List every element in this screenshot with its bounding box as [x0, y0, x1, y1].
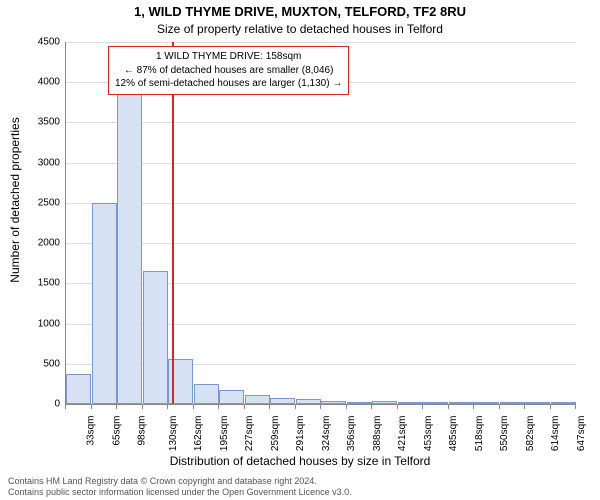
histogram-bar — [474, 402, 499, 404]
histogram-bar — [92, 203, 117, 404]
x-tick-label: 453sqm — [423, 416, 434, 452]
x-tick-mark — [346, 404, 347, 409]
x-tick-label: 485sqm — [448, 416, 459, 452]
gridline — [66, 243, 576, 244]
x-tick-label: 162sqm — [193, 416, 204, 452]
x-tick-mark — [397, 404, 398, 409]
reference-annotation: 1 WILD THYME DRIVE: 158sqm ← 87% of deta… — [108, 46, 349, 95]
gridline — [66, 203, 576, 204]
chart-title-description: Size of property relative to detached ho… — [0, 22, 600, 36]
x-tick-label: 227sqm — [244, 416, 255, 452]
x-tick-label: 324sqm — [321, 416, 332, 452]
x-tick-mark — [269, 404, 270, 409]
y-tick-label: 4000 — [20, 77, 60, 88]
x-axis-label: Distribution of detached houses by size … — [0, 454, 600, 468]
x-tick-label: 614sqm — [550, 416, 561, 452]
x-tick-label: 33sqm — [86, 416, 97, 446]
histogram-bar — [245, 395, 270, 404]
chart-container: 1, WILD THYME DRIVE, MUXTON, TELFORD, TF… — [0, 0, 600, 500]
gridline — [66, 163, 576, 164]
x-tick-mark — [295, 404, 296, 409]
x-tick-mark — [218, 404, 219, 409]
x-tick-label: 98sqm — [137, 416, 148, 446]
annotation-line-1: 1 WILD THYME DRIVE: 158sqm — [115, 50, 342, 64]
histogram-bar — [117, 94, 142, 404]
x-tick-mark — [371, 404, 372, 409]
chart-title-address: 1, WILD THYME DRIVE, MUXTON, TELFORD, TF… — [0, 4, 600, 19]
x-tick-label: 582sqm — [525, 416, 536, 452]
histogram-bar — [270, 398, 295, 404]
x-tick-label: 518sqm — [474, 416, 485, 452]
y-tick-label: 1500 — [20, 278, 60, 289]
x-tick-label: 65sqm — [111, 416, 122, 446]
histogram-bar — [525, 402, 550, 404]
histogram-bar — [321, 401, 346, 404]
histogram-bar — [423, 402, 448, 404]
y-tick-label: 3000 — [20, 157, 60, 168]
x-tick-mark — [499, 404, 500, 409]
x-tick-mark — [142, 404, 143, 409]
x-tick-mark — [116, 404, 117, 409]
footer-line-1: Contains HM Land Registry data © Crown c… — [8, 476, 352, 487]
annotation-line-3: 12% of semi-detached houses are larger (… — [115, 77, 342, 91]
x-tick-mark — [320, 404, 321, 409]
attribution-footer: Contains HM Land Registry data © Crown c… — [8, 476, 352, 499]
reference-line — [172, 42, 174, 404]
y-tick-label: 3500 — [20, 117, 60, 128]
histogram-bar — [194, 384, 219, 404]
x-tick-mark — [167, 404, 168, 409]
histogram-bar — [66, 374, 91, 404]
x-tick-label: 388sqm — [372, 416, 383, 452]
x-tick-label: 421sqm — [397, 416, 408, 452]
histogram-bar — [500, 402, 525, 404]
x-tick-label: 550sqm — [499, 416, 510, 452]
histogram-bar — [296, 399, 321, 404]
histogram-bar — [372, 401, 397, 404]
x-tick-mark — [193, 404, 194, 409]
x-tick-mark — [575, 404, 576, 409]
histogram-bar — [551, 402, 576, 404]
gridline — [66, 122, 576, 123]
x-tick-label: 259sqm — [270, 416, 281, 452]
x-tick-mark — [91, 404, 92, 409]
y-tick-label: 500 — [20, 358, 60, 369]
x-tick-label: 647sqm — [576, 416, 587, 452]
x-tick-label: 130sqm — [168, 416, 179, 452]
y-tick-label: 1000 — [20, 318, 60, 329]
x-tick-label: 195sqm — [219, 416, 230, 452]
x-tick-mark — [422, 404, 423, 409]
gridline — [66, 42, 576, 43]
y-tick-label: 4500 — [20, 37, 60, 48]
histogram-bar — [449, 402, 474, 404]
annotation-line-2: ← 87% of detached houses are smaller (8,… — [115, 64, 342, 78]
x-tick-label: 291sqm — [295, 416, 306, 452]
x-tick-mark — [550, 404, 551, 409]
footer-line-2: Contains public sector information licen… — [8, 487, 352, 498]
histogram-bar — [347, 402, 372, 404]
y-tick-label: 2000 — [20, 238, 60, 249]
x-tick-mark — [448, 404, 449, 409]
plot-area: 1 WILD THYME DRIVE: 158sqm ← 87% of deta… — [65, 42, 576, 405]
x-tick-mark — [244, 404, 245, 409]
x-tick-mark — [65, 404, 66, 409]
histogram-bar — [219, 390, 244, 404]
histogram-bar — [398, 402, 423, 404]
x-tick-mark — [473, 404, 474, 409]
x-tick-label: 356sqm — [346, 416, 357, 452]
x-tick-mark — [524, 404, 525, 409]
y-tick-label: 0 — [20, 399, 60, 410]
y-tick-label: 2500 — [20, 197, 60, 208]
histogram-bar — [143, 271, 168, 404]
